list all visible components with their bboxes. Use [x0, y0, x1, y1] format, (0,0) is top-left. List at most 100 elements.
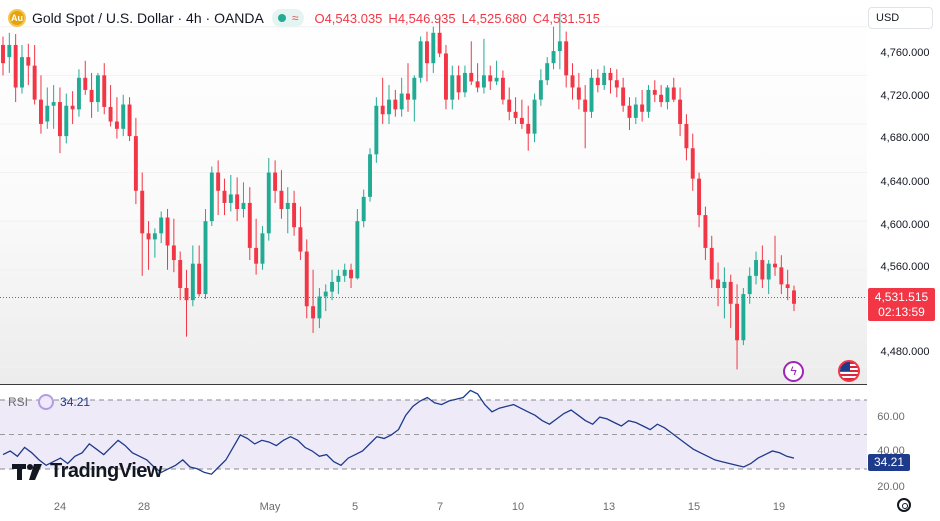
- candle-body: [190, 263, 195, 301]
- tradingview-logo[interactable]: TradingView: [12, 460, 162, 483]
- candle-body: [57, 102, 62, 137]
- candle-body: [393, 99, 398, 110]
- candle-body: [32, 65, 37, 100]
- candle-body: [45, 105, 50, 122]
- candle-body: [355, 221, 360, 279]
- rsi-legend[interactable]: RSI 34.21: [8, 394, 90, 410]
- candle-body: [760, 260, 765, 280]
- candle-body: [20, 57, 24, 88]
- candle-body: [374, 105, 379, 155]
- price-tick-4760: 4,760.000: [881, 47, 930, 59]
- candle-body: [659, 94, 664, 103]
- candle-body: [728, 281, 733, 304]
- candle-body: [13, 44, 18, 88]
- lightning-icon[interactable]: ϟ: [783, 361, 804, 382]
- candle-body: [368, 154, 372, 197]
- ohlc-high-value: 4,546.935: [397, 10, 456, 26]
- settings-gear-icon[interactable]: [897, 498, 911, 512]
- candle-body: [621, 87, 626, 106]
- candle-body: [247, 202, 252, 248]
- candle-body: [583, 99, 588, 112]
- candle-body: [754, 260, 758, 276]
- time-label: 7: [437, 501, 443, 513]
- currency-button[interactable]: USD: [868, 7, 933, 29]
- candle-body: [779, 267, 784, 285]
- time-axis[interactable]: 24 28 May 5 7 10 13 15 19: [0, 492, 940, 521]
- candle-body: [589, 77, 594, 112]
- price-pane[interactable]: [0, 0, 867, 384]
- candle-body: [380, 105, 385, 115]
- candle-body: [114, 121, 119, 129]
- candle-body: [406, 93, 410, 100]
- candle-body: [785, 284, 790, 288]
- last-price-tag: 4,531.515 02:13:59: [868, 288, 935, 321]
- candle-body: [298, 227, 303, 252]
- candle-body: [526, 123, 531, 134]
- candle-body: [545, 63, 550, 81]
- candle-body: [317, 296, 322, 319]
- time-label: 24: [54, 501, 66, 513]
- candle-body: [595, 77, 600, 86]
- candle-body: [323, 291, 328, 297]
- candle-body: [709, 247, 714, 280]
- symbol-title[interactable]: Gold Spot / U.S. Dollar · 4h · OANDA: [32, 10, 264, 26]
- candle-body: [576, 87, 581, 100]
- time-label: 5: [352, 501, 358, 513]
- candle-body: [254, 247, 259, 264]
- rsi-chart[interactable]: [0, 385, 867, 492]
- candle-body: [627, 105, 632, 118]
- price-tick-4560: 4,560.000: [881, 261, 930, 273]
- rsi-value-tag: 34.21: [868, 454, 910, 471]
- tradingview-mark-icon: [12, 463, 42, 480]
- candle-body: [197, 263, 202, 295]
- indicator-settings-icon[interactable]: [38, 394, 55, 410]
- candle-body: [538, 80, 543, 100]
- candle-body: [121, 104, 126, 129]
- us-flag-icon[interactable]: [838, 360, 860, 382]
- candle-body: [165, 217, 170, 246]
- candle-body: [697, 178, 702, 216]
- ohlc-low-value: 4,525.680: [468, 10, 527, 26]
- ohlc-open-value: 4,543.035: [324, 10, 383, 26]
- candle-body: [304, 251, 309, 307]
- candle-body: [412, 77, 417, 100]
- time-label: 13: [603, 501, 615, 513]
- price-chart[interactable]: [0, 0, 867, 384]
- candle-body: [684, 123, 689, 149]
- candle-body: [285, 202, 290, 210]
- candle-body: [671, 87, 676, 100]
- rsi-pane[interactable]: [0, 385, 867, 492]
- candle-body: [418, 41, 423, 78]
- ohlc-close-key: C: [532, 10, 543, 26]
- pane-separator[interactable]: [0, 384, 940, 385]
- candle-body: [652, 89, 657, 95]
- price-tick-4600: 4,600.000: [881, 219, 930, 231]
- candle-body: [792, 290, 796, 304]
- candle-body: [513, 111, 518, 118]
- candle-body: [51, 102, 56, 106]
- candle-body: [140, 190, 145, 234]
- candle-body: [342, 269, 347, 276]
- last-price-value: 4,531.515: [874, 290, 929, 304]
- candle-body: [456, 75, 461, 93]
- candle-body: [127, 104, 132, 137]
- candle-body: [266, 172, 271, 234]
- candle-body: [273, 172, 278, 191]
- candle-body: [70, 105, 75, 110]
- candle-body: [443, 53, 448, 100]
- candle-body: [475, 81, 480, 88]
- symbol-legend[interactable]: Au Gold Spot / U.S. Dollar · 4h · OANDA …: [8, 8, 600, 28]
- candle-body: [532, 99, 537, 134]
- price-axis[interactable]: 4,760.000 4,720.000 4,680.000 4,640.000 …: [867, 0, 940, 493]
- candle-body: [608, 72, 613, 81]
- candle-body: [95, 75, 100, 103]
- candle-body: [640, 104, 645, 112]
- candle-body: [773, 263, 777, 268]
- rsi-tick-60: 60.00: [877, 411, 905, 423]
- candle-body: [146, 233, 151, 240]
- candle-body: [678, 99, 683, 124]
- candle-body: [488, 75, 493, 82]
- candle-body: [349, 269, 354, 279]
- candle-body: [222, 190, 227, 203]
- market-status-icon[interactable]: ≈: [271, 9, 305, 27]
